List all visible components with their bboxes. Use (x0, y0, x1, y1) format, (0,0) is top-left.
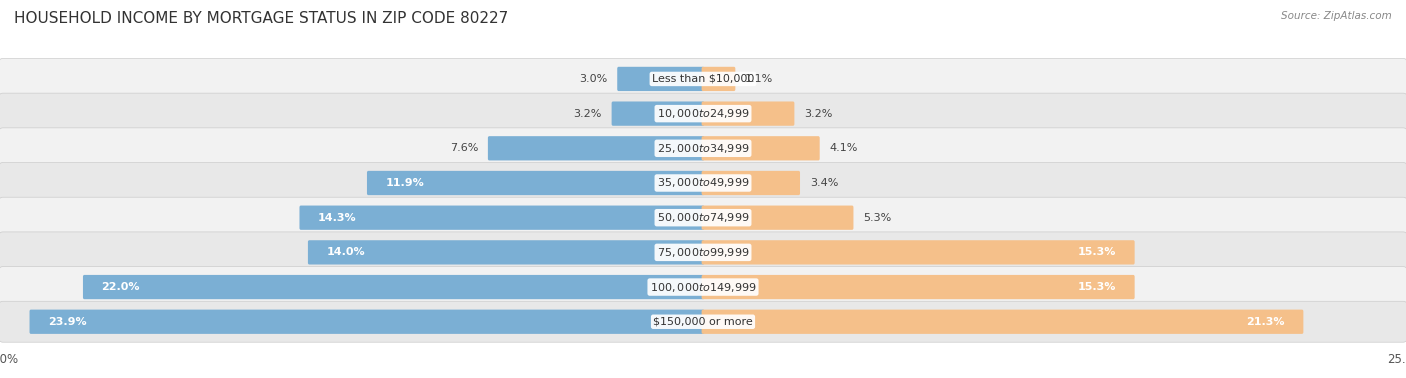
FancyBboxPatch shape (702, 67, 735, 91)
FancyBboxPatch shape (367, 171, 704, 195)
Text: $100,000 to $149,999: $100,000 to $149,999 (650, 280, 756, 294)
FancyBboxPatch shape (702, 136, 820, 160)
Text: 3.2%: 3.2% (574, 108, 602, 119)
FancyBboxPatch shape (0, 197, 1406, 238)
Text: 4.1%: 4.1% (830, 143, 858, 153)
FancyBboxPatch shape (83, 275, 704, 299)
Text: 3.0%: 3.0% (579, 74, 607, 84)
Text: 14.3%: 14.3% (318, 213, 356, 223)
Text: $150,000 or more: $150,000 or more (654, 317, 752, 327)
FancyBboxPatch shape (0, 59, 1406, 99)
FancyBboxPatch shape (488, 136, 704, 160)
Text: HOUSEHOLD INCOME BY MORTGAGE STATUS IN ZIP CODE 80227: HOUSEHOLD INCOME BY MORTGAGE STATUS IN Z… (14, 11, 509, 26)
Text: 11.9%: 11.9% (385, 178, 425, 188)
Text: $75,000 to $99,999: $75,000 to $99,999 (657, 246, 749, 259)
Text: $25,000 to $34,999: $25,000 to $34,999 (657, 142, 749, 155)
FancyBboxPatch shape (0, 163, 1406, 203)
FancyBboxPatch shape (702, 240, 1135, 265)
Text: $35,000 to $49,999: $35,000 to $49,999 (657, 177, 749, 189)
Text: 7.6%: 7.6% (450, 143, 478, 153)
Text: 21.3%: 21.3% (1247, 317, 1285, 327)
Text: 23.9%: 23.9% (48, 317, 86, 327)
Text: 3.2%: 3.2% (804, 108, 832, 119)
FancyBboxPatch shape (0, 232, 1406, 273)
FancyBboxPatch shape (30, 310, 704, 334)
FancyBboxPatch shape (702, 275, 1135, 299)
FancyBboxPatch shape (617, 67, 704, 91)
Text: Less than $10,000: Less than $10,000 (652, 74, 754, 84)
Text: 5.3%: 5.3% (863, 213, 891, 223)
FancyBboxPatch shape (0, 301, 1406, 342)
Text: Source: ZipAtlas.com: Source: ZipAtlas.com (1281, 11, 1392, 21)
FancyBboxPatch shape (702, 171, 800, 195)
Text: 22.0%: 22.0% (101, 282, 139, 292)
Text: 15.3%: 15.3% (1078, 282, 1116, 292)
FancyBboxPatch shape (0, 266, 1406, 308)
Text: 15.3%: 15.3% (1078, 247, 1116, 257)
FancyBboxPatch shape (308, 240, 704, 265)
FancyBboxPatch shape (299, 206, 704, 230)
Text: 3.4%: 3.4% (810, 178, 838, 188)
Text: $50,000 to $74,999: $50,000 to $74,999 (657, 211, 749, 224)
Text: $10,000 to $24,999: $10,000 to $24,999 (657, 107, 749, 120)
Text: 1.1%: 1.1% (745, 74, 773, 84)
FancyBboxPatch shape (0, 93, 1406, 134)
FancyBboxPatch shape (702, 310, 1303, 334)
Text: 14.0%: 14.0% (326, 247, 364, 257)
FancyBboxPatch shape (612, 101, 704, 126)
FancyBboxPatch shape (702, 206, 853, 230)
FancyBboxPatch shape (702, 101, 794, 126)
FancyBboxPatch shape (0, 128, 1406, 169)
